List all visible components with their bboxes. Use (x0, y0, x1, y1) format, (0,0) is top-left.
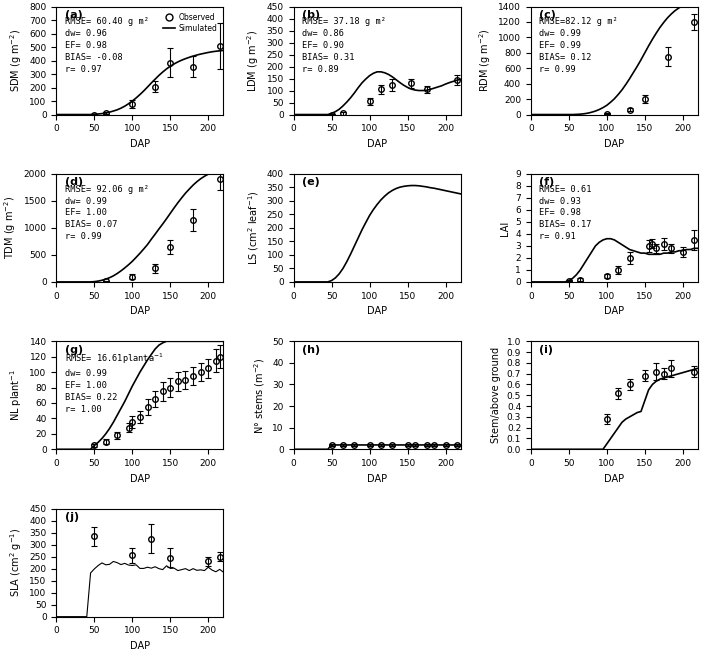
X-axis label: DAP: DAP (604, 139, 625, 149)
Y-axis label: LS (cm$^2$ leaf$^{-1}$): LS (cm$^2$ leaf$^{-1}$) (246, 190, 261, 265)
Text: RMSE= 0.61
dw= 0.93
EF= 0.98
BIAS= 0.17
r= 0.91: RMSE= 0.61 dw= 0.93 EF= 0.98 BIAS= 0.17 … (539, 185, 591, 241)
Text: (f): (f) (539, 177, 555, 187)
Y-axis label: Stem/above ground: Stem/above ground (491, 347, 501, 443)
Y-axis label: TDM (g m$^{-2}$): TDM (g m$^{-2}$) (2, 196, 18, 259)
X-axis label: DAP: DAP (604, 306, 625, 316)
Y-axis label: NL plant$^{-1}$: NL plant$^{-1}$ (8, 369, 24, 421)
Text: (j): (j) (65, 512, 79, 522)
Text: RMSE= 60.40 g m²
dw= 0.96
EF= 0.98
BIAS= -0.08
r= 0.97: RMSE= 60.40 g m² dw= 0.96 EF= 0.98 BIAS=… (65, 17, 149, 73)
Y-axis label: N° stems (m$^{-2}$): N° stems (m$^{-2}$) (252, 357, 267, 434)
Y-axis label: LDM (g m$^{-2}$): LDM (g m$^{-2}$) (245, 30, 261, 92)
Y-axis label: LAI: LAI (500, 220, 510, 236)
X-axis label: DAP: DAP (130, 306, 150, 316)
Text: RMSE= 37.18 g m²
dw= 0.86
EF= 0.90
BIAS= 0.31
r= 0.89: RMSE= 37.18 g m² dw= 0.86 EF= 0.90 BIAS=… (302, 17, 386, 73)
Text: (c): (c) (539, 10, 556, 20)
Legend: Observed, Simulated: Observed, Simulated (161, 10, 220, 35)
Text: RMSE= 92.06 g m²
dw= 0.99
EF= 1.00
BIAS= 0.07
r= 0.99: RMSE= 92.06 g m² dw= 0.99 EF= 1.00 BIAS=… (65, 185, 149, 241)
Y-axis label: SLA (cm$^2$ g$^{-1}$): SLA (cm$^2$ g$^{-1}$) (8, 528, 24, 598)
Y-axis label: RDM (g m$^{-2}$): RDM (g m$^{-2}$) (477, 29, 493, 92)
Text: (b): (b) (302, 10, 320, 20)
X-axis label: DAP: DAP (367, 306, 387, 316)
Text: RMSE=82.12 g m²
dw= 0.99
EF= 0.99
BIAS= 0.12
r= 0.99: RMSE=82.12 g m² dw= 0.99 EF= 0.99 BIAS= … (539, 17, 618, 73)
Text: RMSE= 16.61planta$^{-1}$
dw= 0.99
EF= 1.00
BIAS= 0.22
r= 1.00: RMSE= 16.61planta$^{-1}$ dw= 0.99 EF= 1.… (65, 352, 164, 414)
Text: (i): (i) (539, 344, 553, 354)
Y-axis label: SDM (g m$^{-2}$): SDM (g m$^{-2}$) (8, 29, 24, 92)
X-axis label: DAP: DAP (130, 474, 150, 483)
Text: (a): (a) (65, 10, 82, 20)
Text: (h): (h) (302, 344, 320, 354)
X-axis label: DAP: DAP (367, 474, 387, 483)
X-axis label: DAP: DAP (604, 474, 625, 483)
Text: (d): (d) (65, 177, 83, 187)
Text: (e): (e) (302, 177, 320, 187)
Text: (g): (g) (65, 344, 83, 354)
X-axis label: DAP: DAP (367, 139, 387, 149)
X-axis label: DAP: DAP (130, 641, 150, 651)
X-axis label: DAP: DAP (130, 139, 150, 149)
